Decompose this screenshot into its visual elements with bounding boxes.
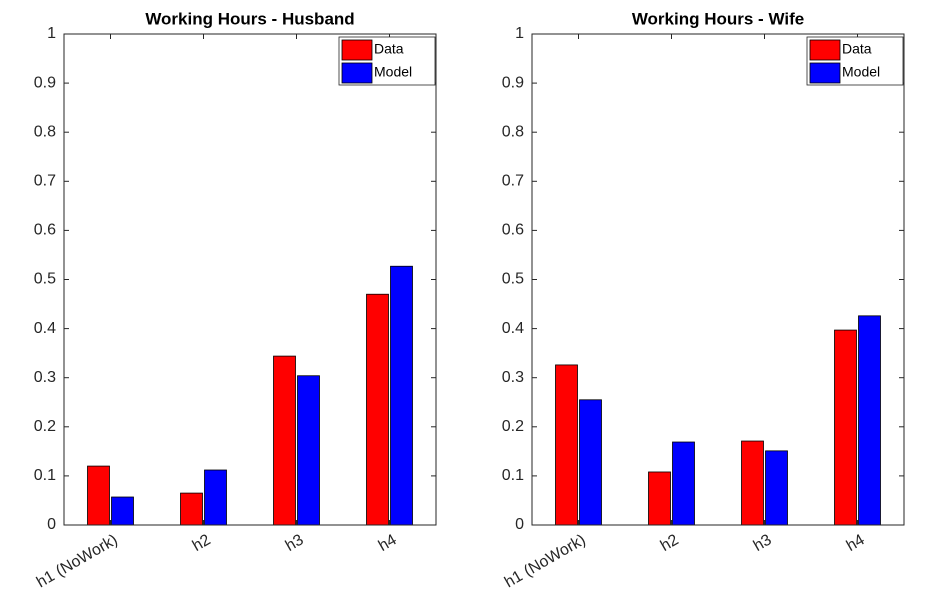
chart-title: Working Hours - Wife bbox=[632, 9, 804, 28]
legend-label: Data bbox=[842, 41, 872, 57]
y-tick-label: 0.2 bbox=[34, 418, 56, 435]
y-tick-label: 1 bbox=[47, 25, 56, 42]
x-tick-label: h2 bbox=[658, 531, 682, 555]
bar bbox=[858, 315, 881, 526]
chart-panel: Working Hours - Wife 0 0.1 0.2 0.3 0.4 0.5 0.6 0… bbox=[502, 9, 905, 591]
x-tick-label: h4 bbox=[376, 531, 400, 555]
x-tick-label: h4 bbox=[844, 531, 868, 555]
y-tick-label: 1 bbox=[515, 25, 524, 42]
bar bbox=[741, 440, 764, 526]
axes-box bbox=[63, 33, 437, 526]
bar bbox=[366, 293, 389, 526]
legend-swatch bbox=[341, 39, 373, 61]
y-tick-label: 0.6 bbox=[34, 222, 56, 239]
y-tick-label: 0.9 bbox=[34, 74, 56, 91]
legend-label: Model bbox=[374, 64, 412, 80]
bar bbox=[204, 469, 227, 526]
legend-label: Data bbox=[374, 41, 404, 57]
x-tick-label: h3 bbox=[751, 531, 775, 555]
y-tick-label: 0.8 bbox=[34, 123, 56, 140]
legend-label: Model bbox=[842, 64, 880, 80]
legend-swatch bbox=[809, 39, 841, 61]
y-tick-label: 0.1 bbox=[502, 467, 524, 484]
y-tick-label: 0.3 bbox=[502, 369, 524, 386]
legend-swatch bbox=[809, 62, 841, 84]
x-tick-label: h2 bbox=[190, 531, 214, 555]
bar bbox=[297, 375, 320, 526]
bar bbox=[555, 364, 578, 526]
y-tick-label: 0.7 bbox=[34, 173, 56, 190]
bar bbox=[648, 471, 671, 526]
chart-panel: Working Hours - Husband 0 0.1 0.2 0.3 0.4 0.5 0… bbox=[34, 9, 437, 591]
bar bbox=[111, 496, 134, 526]
x-tick-label: h3 bbox=[283, 531, 307, 555]
y-tick-label: 0.9 bbox=[502, 74, 524, 91]
bar bbox=[390, 265, 413, 526]
y-tick-label: 0.4 bbox=[502, 320, 524, 337]
bar bbox=[834, 329, 857, 526]
bar bbox=[87, 465, 110, 526]
legend-swatch bbox=[341, 62, 373, 84]
y-tick-label: 0.3 bbox=[34, 369, 56, 386]
bar bbox=[579, 399, 602, 526]
axes-box bbox=[531, 33, 905, 526]
y-tick-label: 0 bbox=[515, 516, 524, 533]
y-tick-label: 0.6 bbox=[502, 222, 524, 239]
bar bbox=[180, 492, 203, 526]
y-tick-label: 0.5 bbox=[34, 271, 56, 288]
y-tick-label: 0 bbox=[47, 516, 56, 533]
bar bbox=[765, 450, 788, 526]
y-tick-label: 0.1 bbox=[34, 467, 56, 484]
chart-title: Working Hours - Husband bbox=[145, 9, 354, 28]
y-tick-label: 0.4 bbox=[34, 320, 56, 337]
bar bbox=[273, 355, 296, 526]
y-tick-label: 0.7 bbox=[502, 173, 524, 190]
bar bbox=[672, 441, 695, 526]
y-tick-label: 0.8 bbox=[502, 123, 524, 140]
x-tick-label: h1 (NoWork) bbox=[502, 531, 589, 591]
x-tick-label: h1 (NoWork) bbox=[34, 531, 121, 591]
y-tick-label: 0.5 bbox=[502, 271, 524, 288]
y-tick-label: 0.2 bbox=[502, 418, 524, 435]
